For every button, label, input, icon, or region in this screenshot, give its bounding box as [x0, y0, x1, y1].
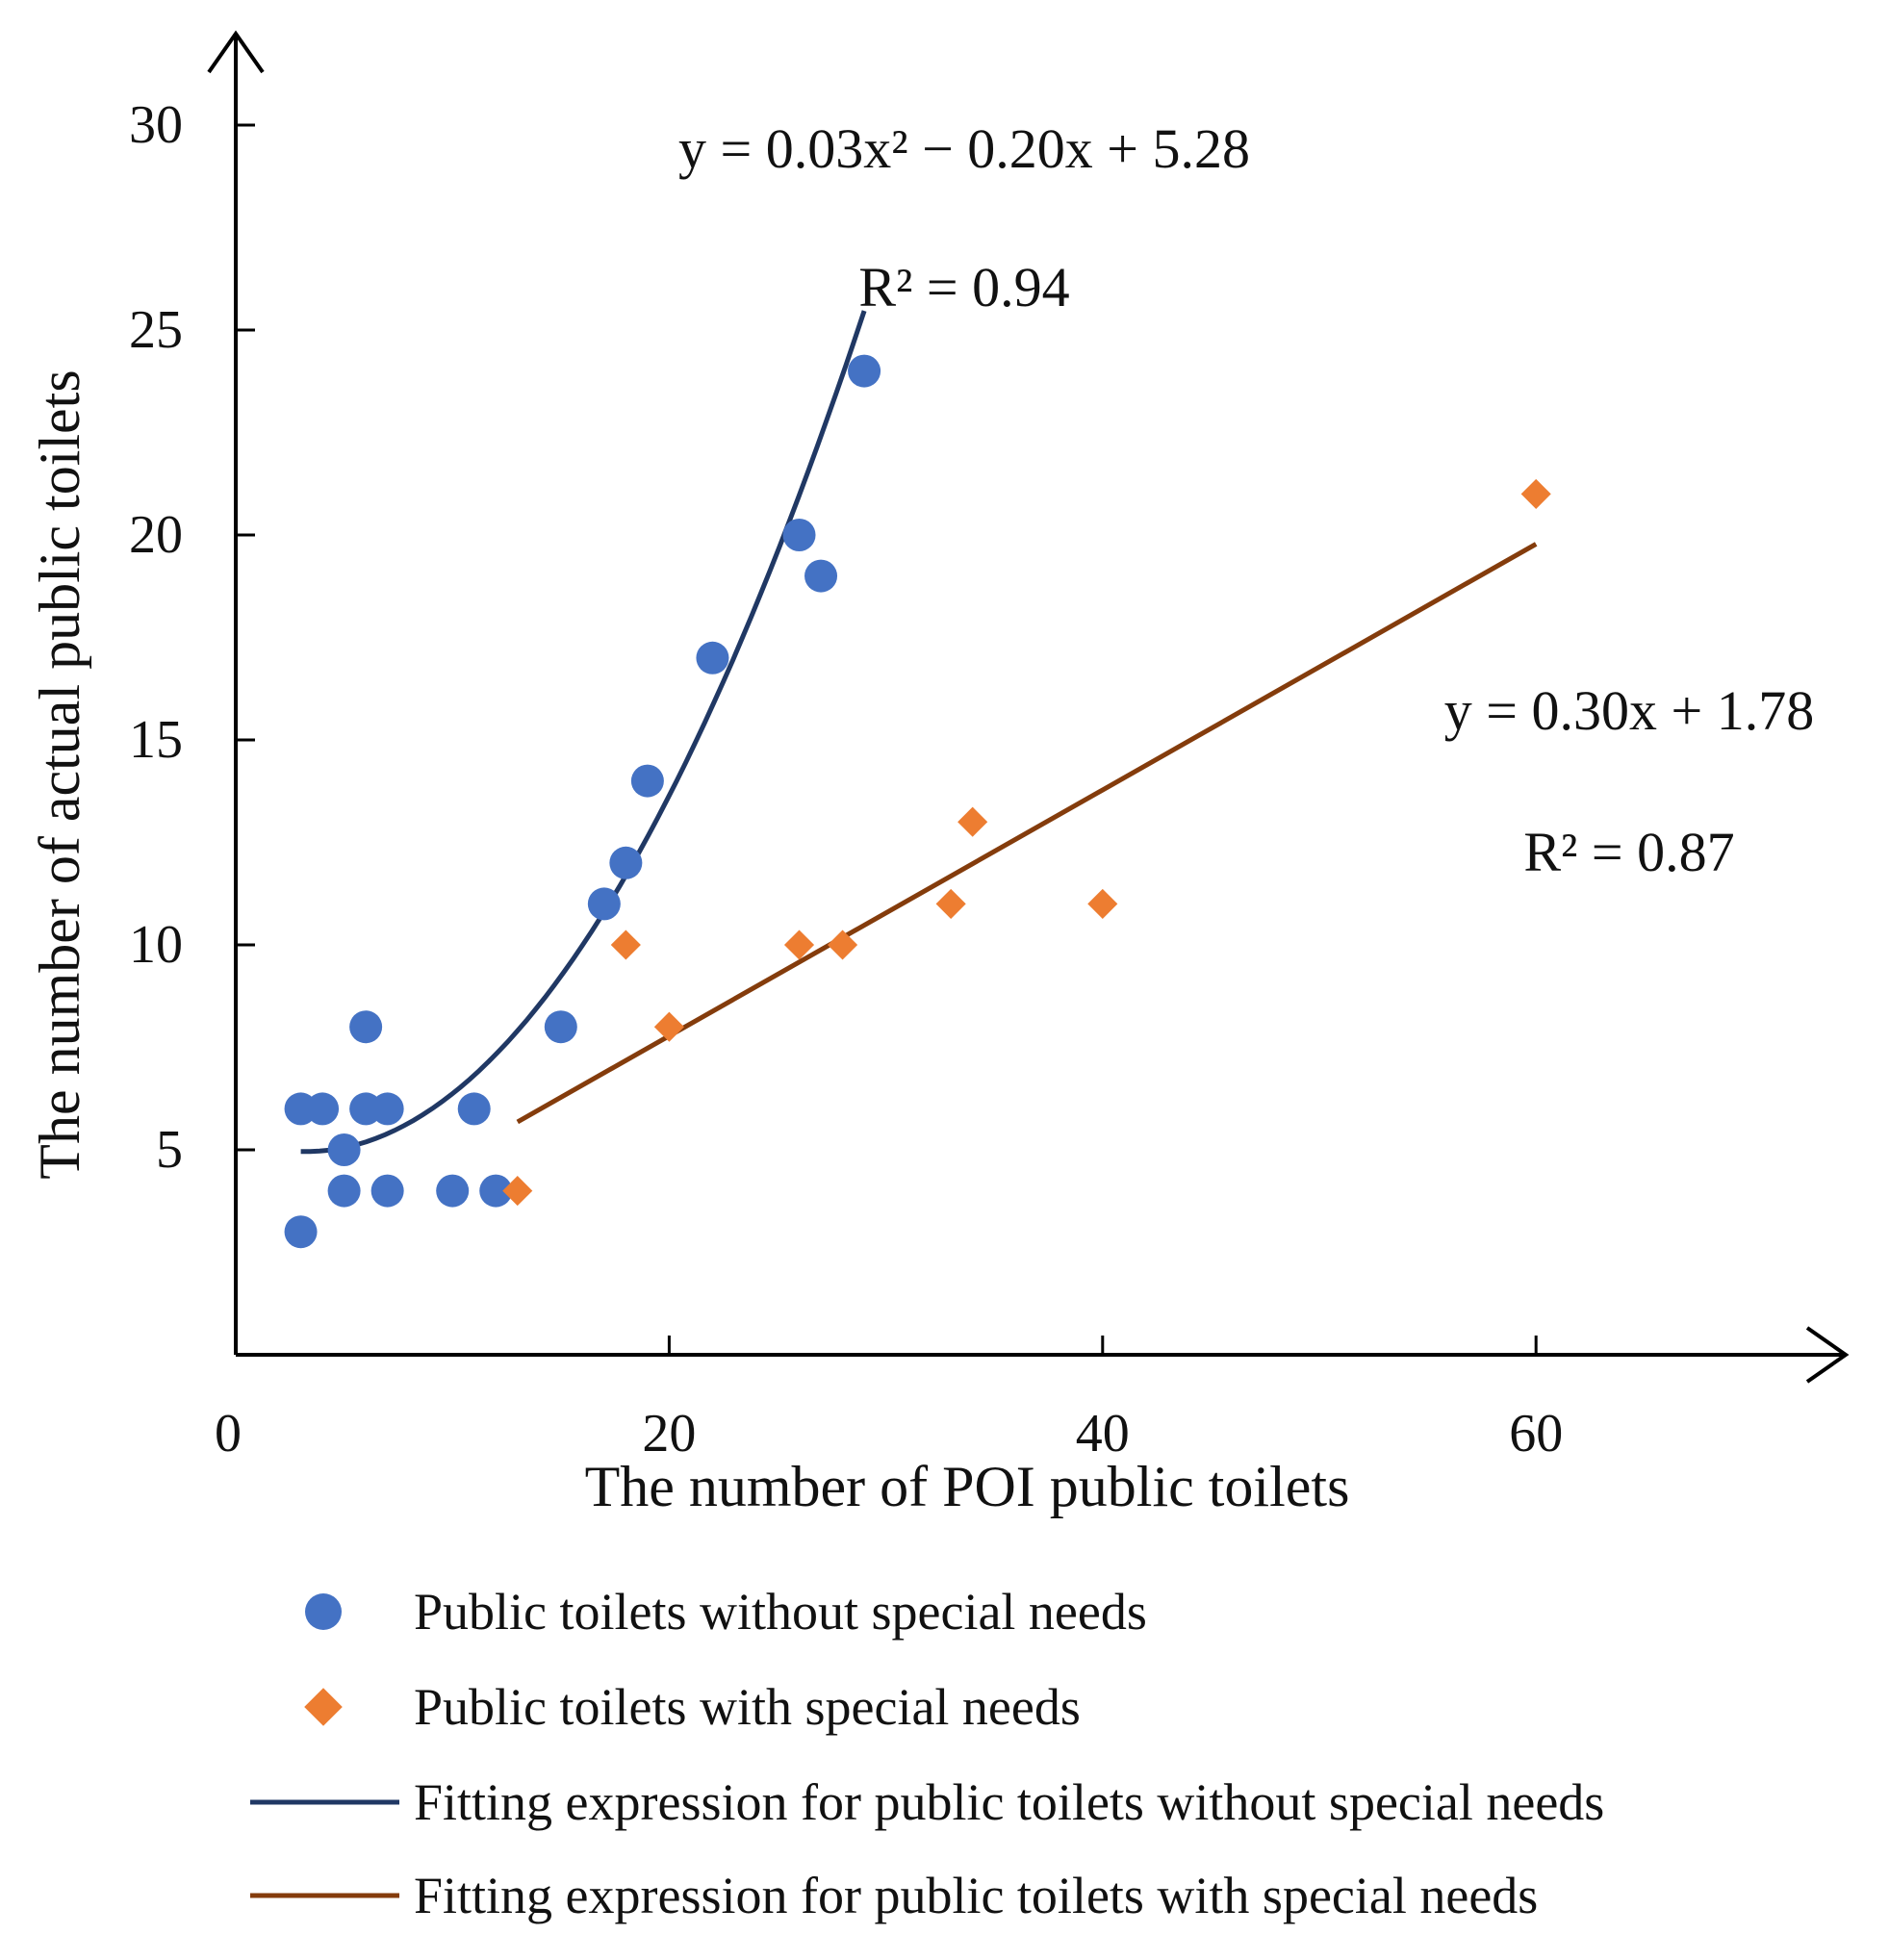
point-without-special-needs: [609, 846, 643, 879]
x-axis-title: The number of POI public toilets: [585, 1455, 1350, 1518]
point-without-special-needs: [457, 1092, 491, 1126]
legend-label-with-special-needs: Public toilets with special needs: [414, 1678, 1081, 1736]
y-axis-title: The number of actual public toilets: [28, 369, 91, 1179]
legend-label-fit-without-special-needs: Fitting expression for public toilets wi…: [414, 1773, 1604, 1831]
y-axis-arrow: [207, 30, 265, 74]
y-tick-label: 5: [156, 1120, 183, 1180]
point-without-special-needs: [284, 1215, 318, 1249]
point-with-special-needs: [828, 929, 858, 960]
point-without-special-needs: [306, 1092, 340, 1126]
x-axis-arrow: [1805, 1326, 1850, 1384]
y-tick-label: 15: [129, 710, 183, 770]
point-without-special-needs: [436, 1174, 470, 1208]
axes-layer: [207, 30, 1850, 1384]
point-without-special-needs: [327, 1133, 361, 1166]
point-without-special-needs: [782, 519, 816, 551]
point-without-special-needs: [370, 1092, 404, 1126]
fit-equation-with-special-needs: y = 0.30x + 1.78: [1444, 679, 1814, 742]
fit-lines-layer: [300, 310, 1538, 1155]
point-without-special-needs: [327, 1174, 361, 1208]
point-without-special-needs: [848, 354, 881, 388]
y-tick-label: 10: [129, 915, 183, 975]
fit-r2-with-special-needs: R² = 0.87: [1523, 821, 1734, 883]
x-tick-label: 40: [1076, 1404, 1130, 1464]
point-without-special-needs: [696, 641, 729, 675]
legend-marker-circle: [305, 1593, 342, 1630]
point-with-special-needs: [1087, 888, 1118, 919]
legend: Public toilets without special needs Pub…: [250, 1583, 1604, 1924]
point-with-special-needs: [653, 1011, 684, 1042]
point-without-special-needs: [587, 887, 621, 921]
y-tick-label: 20: [129, 505, 183, 565]
point-without-special-needs: [630, 764, 664, 798]
point-with-special-needs: [1520, 478, 1551, 509]
legend-label-without-special-needs: Public toilets without special needs: [414, 1583, 1147, 1641]
point-without-special-needs: [479, 1174, 513, 1208]
legend-label-fit-with-special-needs: Fitting expression for public toilets wi…: [414, 1867, 1538, 1924]
x-tick-label: 0: [215, 1404, 242, 1464]
y-tick-label: 25: [129, 300, 183, 360]
point-without-special-needs: [370, 1174, 404, 1208]
point-without-special-needs: [349, 1010, 383, 1044]
legend-marker-diamond: [304, 1688, 343, 1726]
fit-r2-without-special-needs: R² = 0.94: [858, 256, 1069, 318]
point-with-special-needs: [610, 929, 641, 960]
point-with-special-needs: [935, 888, 966, 919]
y-tick-label: 30: [129, 95, 183, 155]
x-tick-label: 20: [642, 1404, 696, 1464]
tick-labels-layer: 5 10 15 20 25 30 0 20 40 60: [129, 95, 1563, 1464]
fit-line-with-special-needs: [516, 542, 1538, 1125]
point-without-special-needs: [804, 559, 838, 593]
point-without-special-needs: [544, 1010, 577, 1044]
fit-line-without-special-needs: [300, 310, 867, 1155]
x-tick-label: 60: [1509, 1404, 1563, 1464]
fit-equation-without-special-needs: y = 0.03x² − 0.20x + 5.28: [678, 117, 1250, 180]
point-with-special-needs: [957, 806, 988, 837]
data-points-layer: [284, 354, 1551, 1249]
